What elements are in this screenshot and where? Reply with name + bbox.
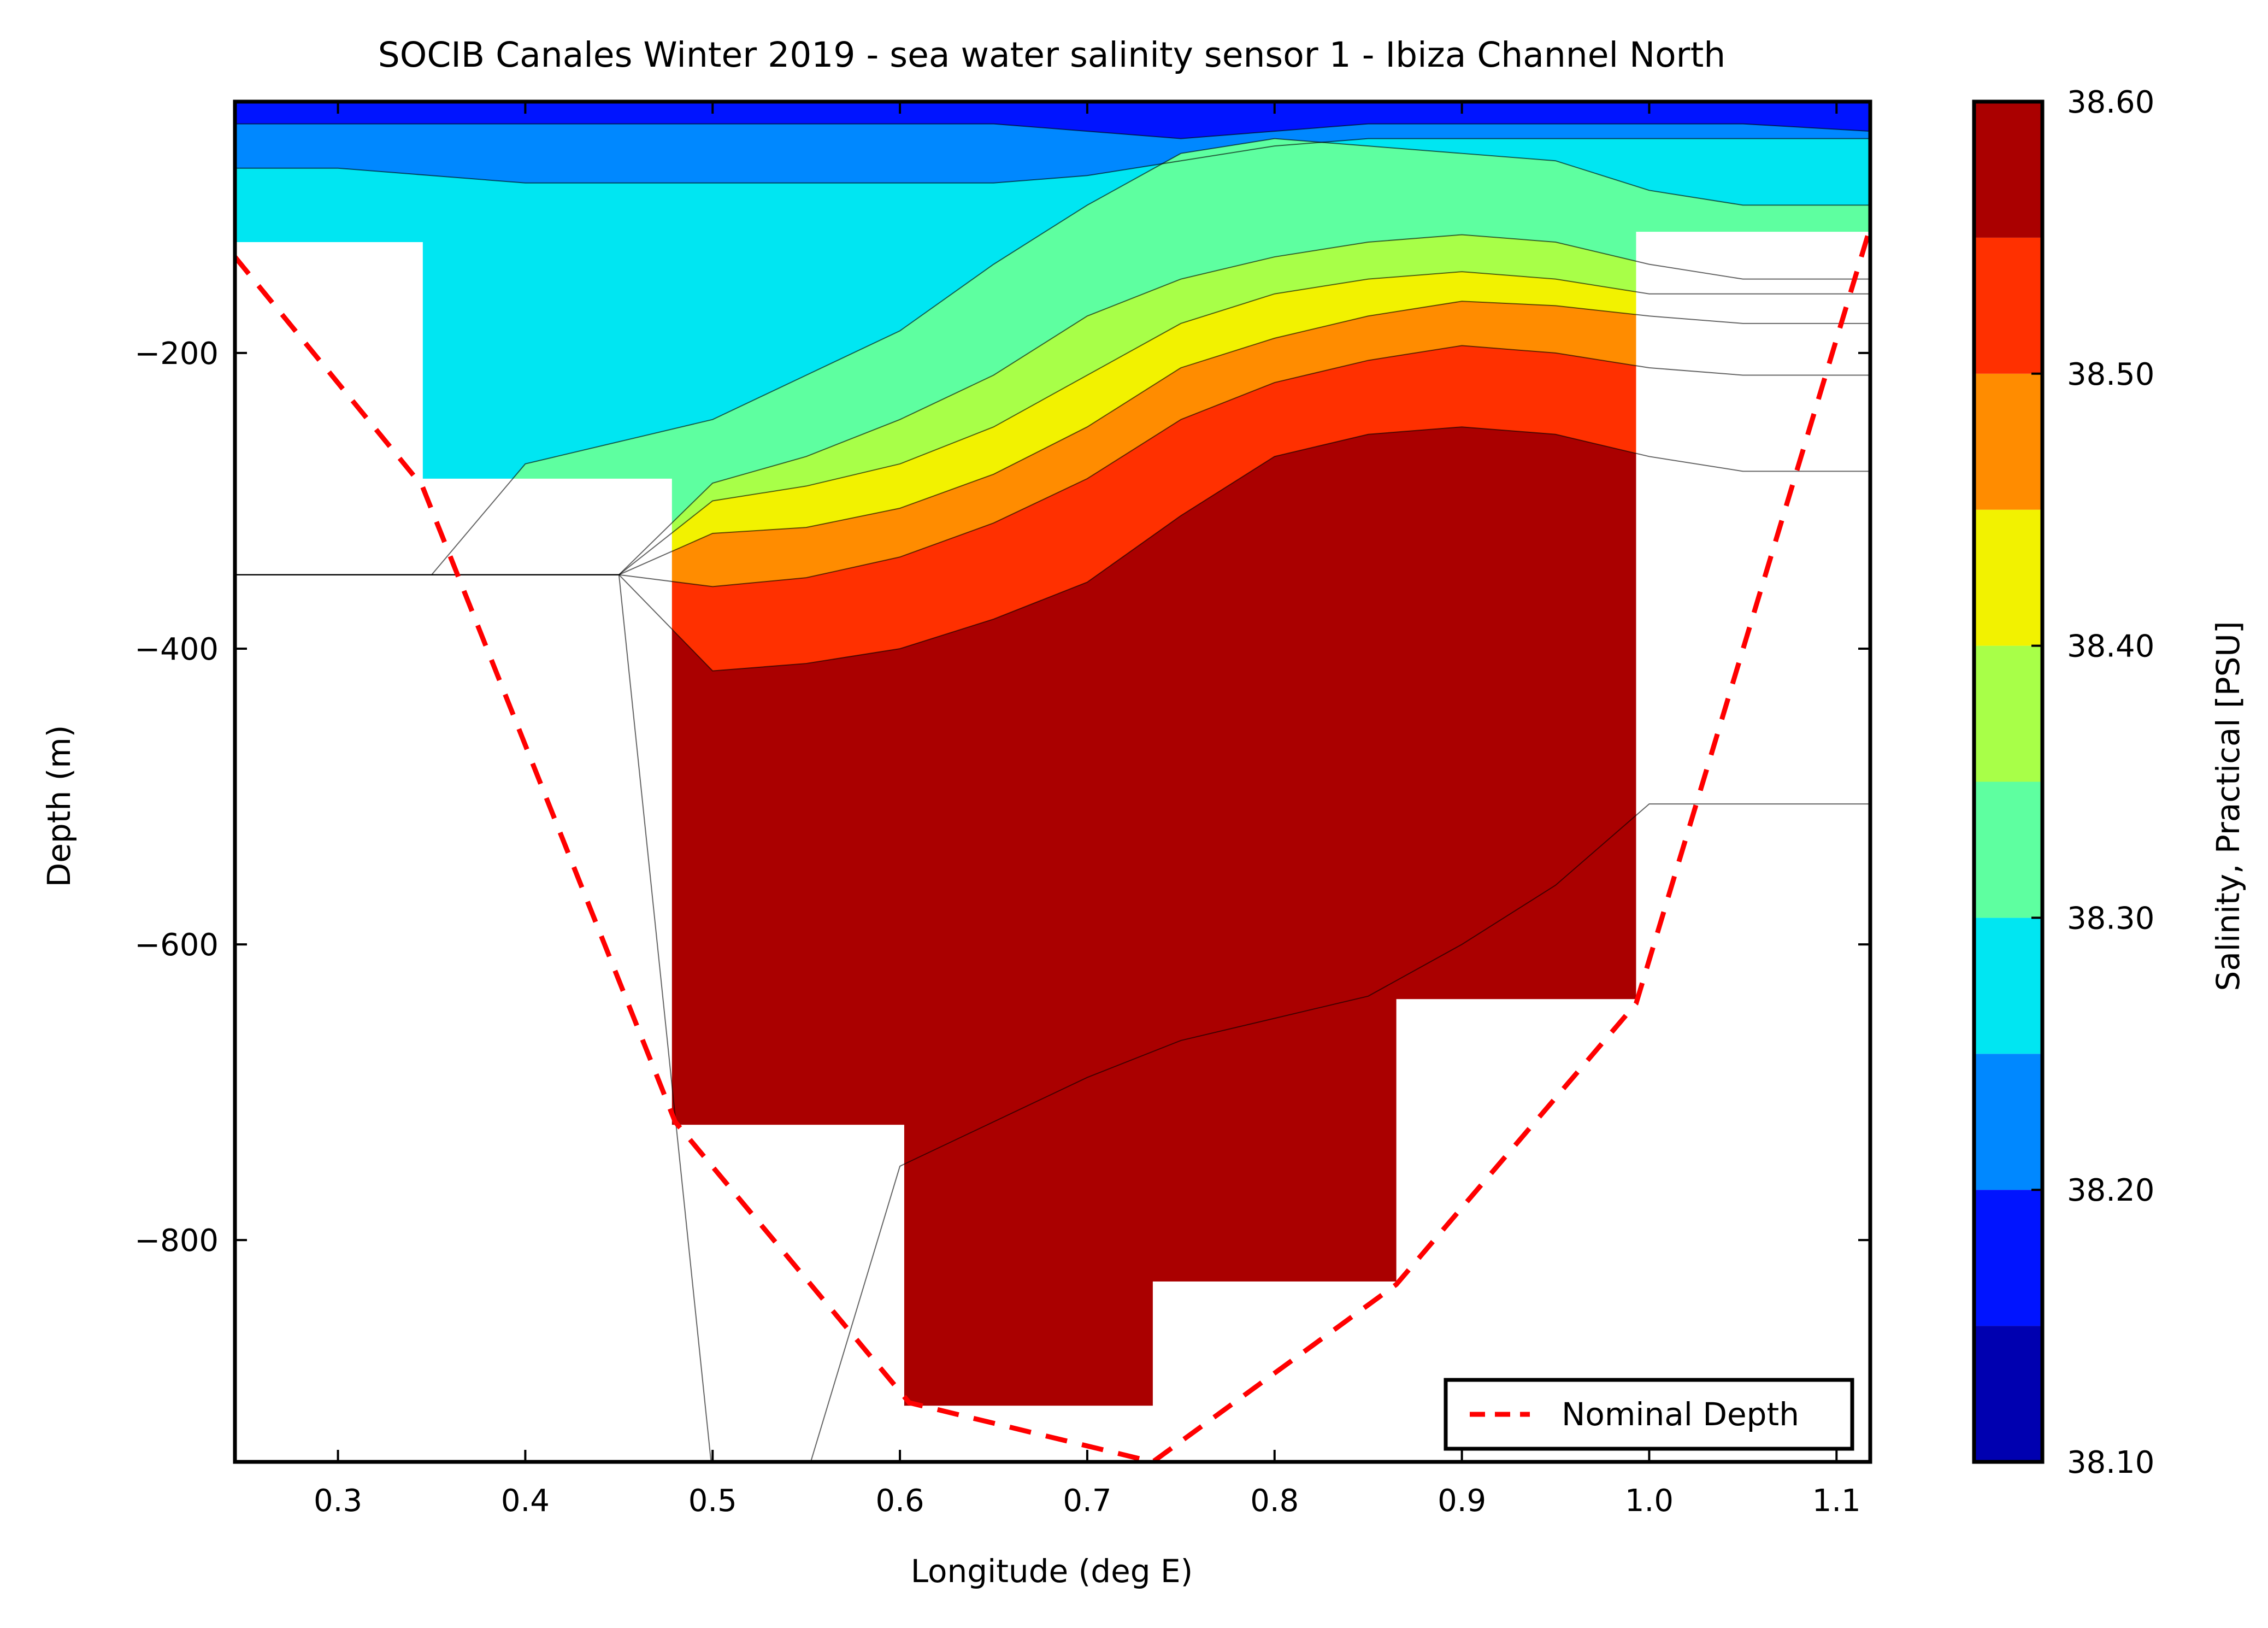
colorbar-swatch: [1974, 373, 2042, 510]
x-tick-label: 0.3: [314, 1483, 362, 1519]
x-tick-label: 0.7: [1063, 1483, 1111, 1519]
legend-box: [1444, 1378, 1854, 1451]
y-tick-label: −400: [134, 632, 219, 667]
colorbar-swatch: [1974, 509, 2042, 646]
colorbar-tick-label: 38.20: [2067, 1173, 2154, 1208]
series-line-nominal-depth: [235, 226, 1870, 1462]
y-axis-ticks: −200 −400 −600 −800: [134, 336, 1870, 1259]
y-tick-label: −200: [134, 336, 219, 372]
x-tick-label: 0.5: [688, 1483, 737, 1519]
y-axis-label: Depth (m): [40, 725, 78, 888]
x-axis-ticks: 0.3 0.4 0.5 0.6 0.7 0.8 0.9 1.0 1.1: [314, 102, 1861, 1519]
no-data-region: [235, 242, 423, 1462]
colorbar-tick-label: 38.40: [2067, 629, 2154, 665]
series-layer: [235, 226, 1870, 1462]
colorbar-tick-label: 38.30: [2067, 901, 2154, 936]
no-data-region: [903, 1406, 1153, 1462]
colorbar-tick-label: 38.60: [2067, 85, 2154, 120]
colorbar-swatch: [1974, 918, 2042, 1054]
x-tick-label: 1.0: [1625, 1483, 1674, 1519]
legend: Nominal Depth: [1444, 1378, 1854, 1451]
colorbar-swatch: [1974, 781, 2042, 918]
isoline: [235, 138, 1870, 184]
legend-label-nominal-depth: Nominal Depth: [1562, 1396, 1799, 1433]
y-tick-label: −600: [134, 927, 219, 963]
colorbar-swatch: [1974, 1190, 2042, 1326]
no-data-region: [422, 478, 672, 1462]
colorbar: 38.10 38.20 38.30 38.40 38.50 38.60: [1972, 85, 2154, 1480]
colorbar-swatch: [1974, 1054, 2042, 1190]
plot-frame: [233, 99, 1872, 1464]
x-tick-label: 0.6: [876, 1483, 924, 1519]
x-axis-label: Longitude (deg E): [911, 1553, 1193, 1590]
x-tick-label: 1.1: [1812, 1483, 1861, 1519]
colorbar-label: Salinity, Practical [PSU]: [2210, 621, 2247, 991]
x-tick-label: 0.4: [501, 1483, 550, 1519]
contour-band-surface: [235, 102, 1870, 124]
chart-title: SOCIB Canales Winter 2019 - sea water sa…: [378, 35, 1725, 75]
colorbar-tick-label: 38.10: [2067, 1445, 2154, 1480]
colorbar-swatch: [1974, 102, 2042, 238]
isoline: [235, 574, 1870, 1462]
colorbar-swatch: [1974, 1326, 2042, 1462]
no-data-mask: [235, 232, 1870, 1462]
no-data-region: [671, 1125, 904, 1462]
isoline: [235, 123, 1870, 139]
contour-lines: [235, 123, 1870, 1462]
x-tick-label: 0.8: [1250, 1483, 1299, 1519]
no-data-region: [1636, 232, 1870, 1462]
colorbar-frame: [1972, 99, 2045, 1464]
colorbar-tick-label: 38.50: [2067, 357, 2154, 392]
isoline: [235, 138, 1870, 575]
y-tick-label: −800: [134, 1223, 219, 1259]
colorbar-swatch: [1974, 237, 2042, 374]
x-tick-label: 0.9: [1438, 1483, 1486, 1519]
colorbar-swatch: [1974, 645, 2042, 782]
